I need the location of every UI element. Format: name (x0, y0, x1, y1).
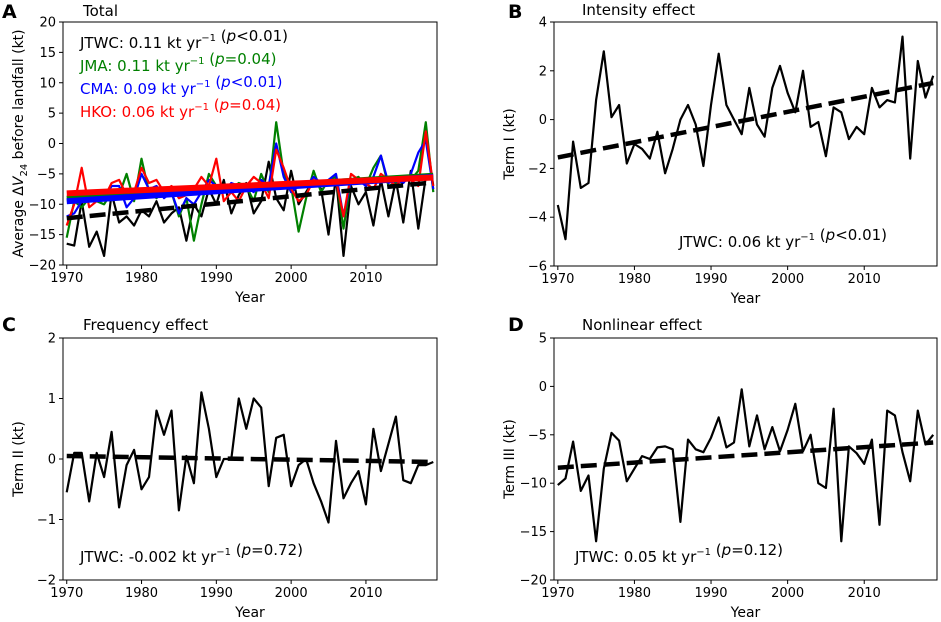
x-tick-label: 1980 (125, 271, 158, 286)
trend-line-jtwc-d (557, 440, 934, 470)
legend-entry-jma: JMA: 0.11 kt yr−1 (p=0.04) (79, 50, 276, 75)
y-tick-label: −20 (29, 259, 56, 274)
y-tick-label: 2 (48, 332, 56, 347)
panel-letter-d: D (508, 314, 524, 336)
y-tick-label: −10 (520, 477, 547, 492)
y-tick-label: −10 (29, 198, 56, 213)
y-tick-label: 0 (539, 113, 547, 128)
x-axis-label: Year (234, 290, 265, 306)
y-axis-label: Average ΔV24 before landfall (kt) (11, 29, 30, 257)
trend-annotation-c: JTWC: -0.002 kt yr−1 (p=0.72) (79, 541, 303, 566)
series-line-jtwc-a (66, 160, 434, 257)
panel-title-c: Frequency effect (83, 316, 208, 334)
x-tick-label: 1980 (125, 586, 158, 601)
y-tick-label: −2 (528, 162, 547, 177)
trend-line-hko-a (66, 174, 434, 197)
y-axis-label: Term III (kt) (502, 419, 518, 500)
y-axis-label: Term I (kt) (502, 108, 518, 180)
y-tick-label: −1 (37, 513, 56, 528)
trend-annotation-b: JTWC: 0.06 kt yr−1 (p<0.01) (678, 226, 887, 251)
y-tick-label: 5 (48, 107, 56, 122)
x-tick-label: 2000 (275, 586, 308, 601)
panel-title-a: Total (82, 2, 118, 20)
x-tick-label: 2000 (275, 271, 308, 286)
y-tick-label: 2 (539, 64, 547, 79)
series-line-jtwc-b (556, 35, 935, 241)
x-tick-label: 1990 (200, 586, 233, 601)
x-tick-label: 1990 (694, 586, 727, 601)
y-tick-label: 0 (48, 137, 56, 152)
y-tick-label: 4 (539, 16, 547, 31)
panel-a: A Total 1970 1980 1990 2000 2010−20−15−10−50… (2, 1, 438, 306)
y-tick-label: −15 (520, 525, 547, 540)
x-tick-label: 1970 (541, 586, 574, 601)
legend-entry-jtwc: JTWC: 0.11 kt yr−1 (p<0.01) (79, 27, 288, 52)
y-tick-label: 5 (539, 332, 547, 347)
series-line-jtwc-c (65, 391, 434, 524)
y-tick-label: 1 (48, 392, 56, 407)
legend-entry-cma: CMA: 0.09 kt yr−1 (p<0.01) (80, 73, 283, 98)
x-tick-label: 1990 (200, 271, 233, 286)
trend-annotation-d: JTWC: 0.05 kt yr−1 (p=0.12) (574, 541, 783, 566)
panel-letter-a: A (2, 1, 17, 23)
x-axis-label: Year (730, 605, 761, 621)
x-tick-label: 2010 (349, 271, 382, 286)
y-tick-label: −5 (528, 428, 547, 443)
trend-line-jtwc-a (66, 180, 434, 221)
panel-c: C Frequency effect 1970 1980 1990 2000 2010 −… (2, 314, 438, 621)
series-line-jma-a (65, 121, 435, 242)
panel-b: B Intensity effect 1970 1980 1990 2000 2010 −… (502, 1, 938, 307)
y-tick-label: −2 (37, 574, 56, 589)
y-axis-label: Term II (kt) (11, 421, 27, 498)
y-tick-label: 0 (539, 380, 547, 395)
trend-line-jtwc-b (557, 80, 934, 160)
x-tick-label: 1990 (694, 272, 727, 287)
panel-d: D Nonlinear effect 1970 1980 1990 2000 2010 −… (502, 314, 938, 621)
x-tick-label: 1970 (50, 586, 83, 601)
legend-entry-hko: HKO: 0.06 kt yr−1 (p=0.04) (80, 96, 281, 121)
panel-letter-c: C (2, 314, 16, 336)
panel-title-b: Intensity effect (582, 1, 695, 19)
x-tick-label: 2010 (848, 272, 881, 287)
x-tick-label: 1970 (541, 272, 574, 287)
y-tick-label: −5 (37, 167, 56, 182)
x-axis-label: Year (234, 605, 265, 621)
y-tick-label: 0 (48, 453, 56, 468)
y-tick-label: 10 (39, 76, 56, 91)
y-tick-label: −4 (528, 211, 547, 226)
x-tick-label: 2010 (349, 586, 382, 601)
y-tick-label: −20 (520, 574, 547, 589)
y-tick-label: −15 (29, 228, 56, 243)
axes-frame-d (553, 337, 938, 581)
series-line-jtwc-d (557, 388, 935, 543)
x-tick-label: 2010 (848, 586, 881, 601)
y-tick-label: −6 (528, 260, 547, 275)
panel-title-d: Nonlinear effect (582, 316, 702, 334)
x-tick-label: 1970 (50, 271, 83, 286)
x-tick-label: 2000 (771, 586, 804, 601)
y-tick-label: 15 (39, 46, 56, 61)
x-axis-label: Year (730, 291, 761, 307)
x-tick-label: 1980 (618, 586, 651, 601)
panel-letter-b: B (508, 1, 522, 23)
axes-frame-b (553, 21, 938, 267)
trend-line-jtwc-c (66, 453, 434, 465)
x-tick-label: 1980 (618, 272, 651, 287)
y-tick-label: 20 (39, 16, 56, 31)
x-tick-label: 2000 (771, 272, 804, 287)
